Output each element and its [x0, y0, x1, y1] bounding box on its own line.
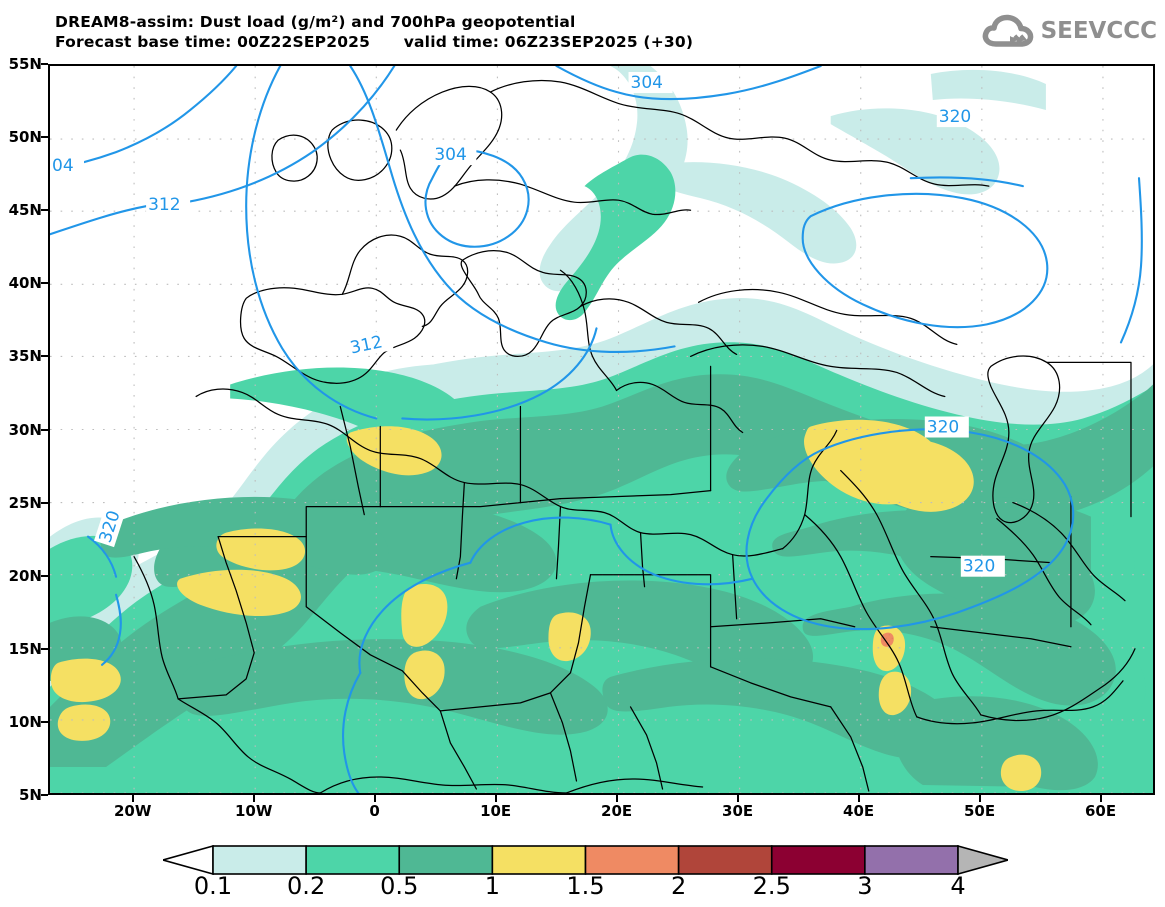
x-tick-mark	[373, 795, 376, 802]
y-tick-mark	[41, 355, 48, 358]
x-tick-label: 30E	[722, 802, 754, 820]
x-tick-label: 50E	[964, 802, 996, 820]
chart-header: DREAM8-assim: Dust load (g/m²) and 700hP…	[0, 0, 1165, 60]
x-tick-label: 10E	[480, 802, 512, 820]
colorbar-swatches[interactable]	[163, 845, 1008, 875]
chart-title: DREAM8-assim: Dust load (g/m²) and 700hP…	[55, 13, 576, 31]
x-tick-mark	[252, 795, 255, 802]
colorbar-swatch[interactable]	[212, 845, 307, 875]
x-tick-label: 10W	[234, 802, 273, 820]
x-tick-label: 0	[369, 802, 380, 820]
y-tick-mark	[41, 794, 48, 796]
x-tick-label: 40E	[843, 802, 875, 820]
seevccc-logo: SEEVCCC	[982, 14, 1157, 48]
x-tick-mark	[1099, 795, 1102, 802]
y-tick-mark	[41, 428, 48, 431]
colorbar-swatch[interactable]	[677, 845, 773, 875]
y-tick-label: 45N	[8, 201, 42, 220]
colorbar-label: 2	[670, 872, 687, 900]
colorbar-swatch[interactable]	[398, 845, 494, 875]
svg-text:320: 320	[927, 418, 959, 438]
colorbar-swatch[interactable]	[770, 845, 866, 875]
svg-text:320: 320	[963, 557, 995, 577]
colorbar-tick-labels: 0.1 0.2 0.5 1 1.5 2 2.5 3 4	[163, 872, 1008, 904]
y-tick-label: 50N	[8, 128, 42, 147]
map-canvas: 04 304 304 312 312 320 320 320 320	[50, 66, 1153, 793]
x-tick-mark	[615, 795, 618, 802]
y-tick-mark	[41, 574, 48, 577]
colorbar-swatch[interactable]	[491, 845, 587, 875]
y-tick-label: 15N	[8, 639, 42, 658]
svg-text:312: 312	[148, 195, 180, 215]
y-tick-mark	[41, 209, 48, 212]
colorbar-label: 2.5	[752, 872, 791, 900]
y-tick-label: 55N	[8, 55, 42, 73]
y-tick-label: 35N	[8, 347, 42, 366]
svg-text:304: 304	[434, 145, 466, 165]
colorbar-label: 0.5	[380, 872, 419, 900]
map-plot-frame: 04 304 304 312 312 320 320 320 320	[48, 64, 1155, 795]
cloud-icon	[982, 14, 1033, 47]
dust-load-map: 04 304 304 312 312 320 320 320 320	[50, 66, 1153, 793]
logo-text: SEEVCCC	[1040, 18, 1157, 44]
colorbar-label: 0.1	[193, 872, 233, 900]
colorbar-swatch[interactable]	[305, 845, 401, 875]
y-tick-mark	[41, 501, 48, 504]
y-tick-mark	[41, 282, 48, 285]
colorbar-label: 3	[857, 872, 873, 900]
chart-subtitle: Forecast base time: 00Z22SEP2025 valid t…	[55, 33, 694, 51]
coastlines-and-borders	[133, 79, 1136, 793]
x-tick-mark	[978, 795, 981, 802]
y-tick-label: 40N	[8, 274, 42, 293]
colorbar-label: 1	[484, 872, 501, 900]
title-block: DREAM8-assim: Dust load (g/m²) and 700hP…	[55, 12, 693, 52]
colorbar[interactable]: 0.1 0.2 0.5 1 1.5 2 2.5 3 4	[163, 845, 1008, 905]
x-tick-mark	[131, 795, 134, 802]
colorbar-under-arrow[interactable]	[163, 845, 214, 875]
colorbar-label: 0.2	[287, 872, 326, 900]
x-tick-label: 60E	[1084, 802, 1117, 820]
y-tick-label: 5N	[19, 786, 42, 804]
x-tick-mark	[857, 795, 860, 802]
colorbar-over-arrow[interactable]	[957, 845, 1008, 875]
x-tick-label: 20W	[113, 802, 152, 820]
y-tick-mark	[41, 720, 48, 723]
y-tick-label: 10N	[8, 712, 42, 731]
colorbar-label: 4	[950, 872, 966, 900]
x-tick-mark	[736, 795, 739, 802]
x-tick-label: 20E	[601, 802, 633, 820]
colorbar-swatch[interactable]	[584, 845, 680, 875]
y-tick-mark	[41, 63, 48, 65]
y-tick-label: 25N	[8, 493, 42, 512]
y-tick-label: 20N	[8, 566, 42, 585]
contour-labels: 04 304 304 312 312 320 320 320 320	[50, 72, 1005, 577]
y-tick-mark	[41, 136, 48, 139]
dust-band-1p0	[50, 419, 1042, 791]
colorbar-swatch[interactable]	[864, 845, 959, 875]
y-tick-label: 30N	[8, 420, 42, 439]
colorbar-label: 1.5	[566, 872, 605, 900]
y-tick-mark	[41, 647, 48, 650]
dust-band-texture	[880, 632, 894, 647]
map-gridlines	[50, 66, 1153, 793]
svg-text:04: 04	[52, 156, 74, 176]
x-tick-mark	[494, 795, 497, 802]
svg-text:304: 304	[631, 73, 663, 93]
svg-text:320: 320	[939, 107, 971, 127]
